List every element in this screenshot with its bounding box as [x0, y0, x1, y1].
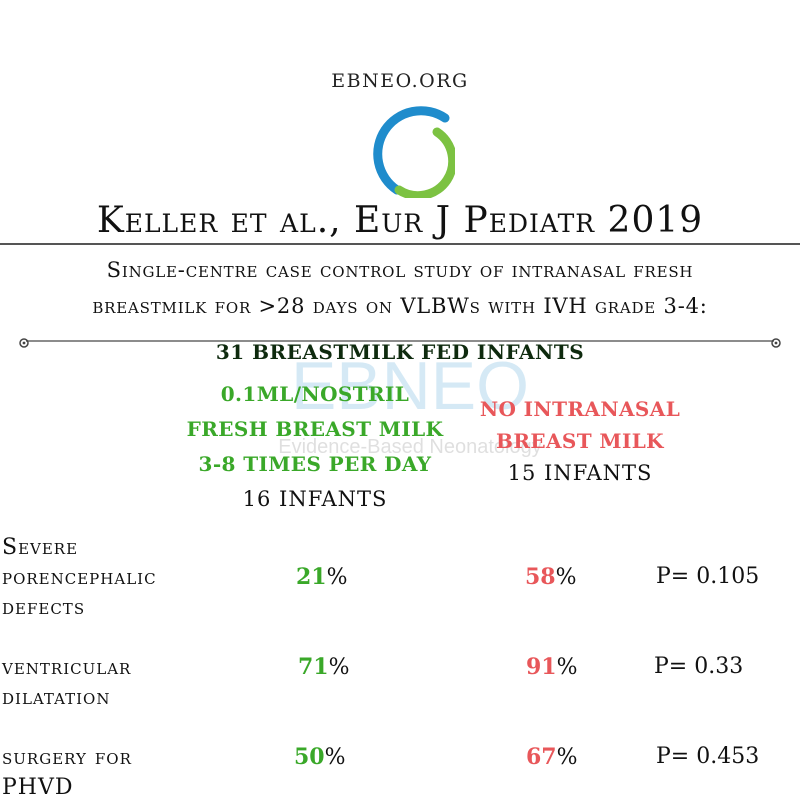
outcome-1-control-value: 58% — [525, 564, 577, 590]
intervention-frequency: 3-8 TIMES PER DAY — [198, 452, 432, 476]
outcome-2-intervention-value: 71% — [298, 654, 350, 680]
outcome-3-p-value: P= 0.453 — [656, 744, 760, 769]
intervention-count: 16 INFANTS — [242, 487, 388, 511]
study-description-line-1: Single-centre case control study of intr… — [106, 258, 694, 282]
ebneo-logo-icon — [373, 106, 455, 198]
intervention-dose: 0.1ML/NOSTRIL — [220, 382, 410, 406]
intervention-substance: FRESH BREAST MILK — [186, 417, 444, 441]
outcome-1-intervention-value: 21% — [296, 564, 348, 590]
outcome-label-porencephalic: Severe porencephalic defects — [2, 535, 157, 620]
group-heading: 31 BREASTMILK FED INFANTS — [215, 340, 585, 364]
study-description-line-2: breastmilk for >28 days on VLBWs with IV… — [92, 294, 708, 318]
control-line-2: BREAST MILK — [496, 429, 664, 453]
page-title: Keller et al., Eur J Pediatr 2019 — [96, 200, 704, 241]
scroll-divider — [19, 338, 781, 348]
outcome-3-control-value: 67% — [526, 744, 578, 770]
outcome-1-p-value: P= 0.105 — [656, 564, 760, 589]
outcome-3-intervention-value: 50% — [294, 744, 346, 770]
site-name: EBNEO.ORG — [331, 70, 469, 92]
control-count: 15 INFANTS — [507, 461, 653, 485]
outcome-2-p-value: P= 0.33 — [654, 654, 744, 679]
title-divider — [0, 243, 800, 245]
outcome-label-ventricular: ventricular dilatation — [2, 655, 132, 710]
outcome-label-surgery: surgery for PHVD — [2, 745, 132, 800]
outcome-2-control-value: 91% — [526, 654, 578, 680]
control-line-1: NO INTRANASAL — [479, 397, 681, 421]
